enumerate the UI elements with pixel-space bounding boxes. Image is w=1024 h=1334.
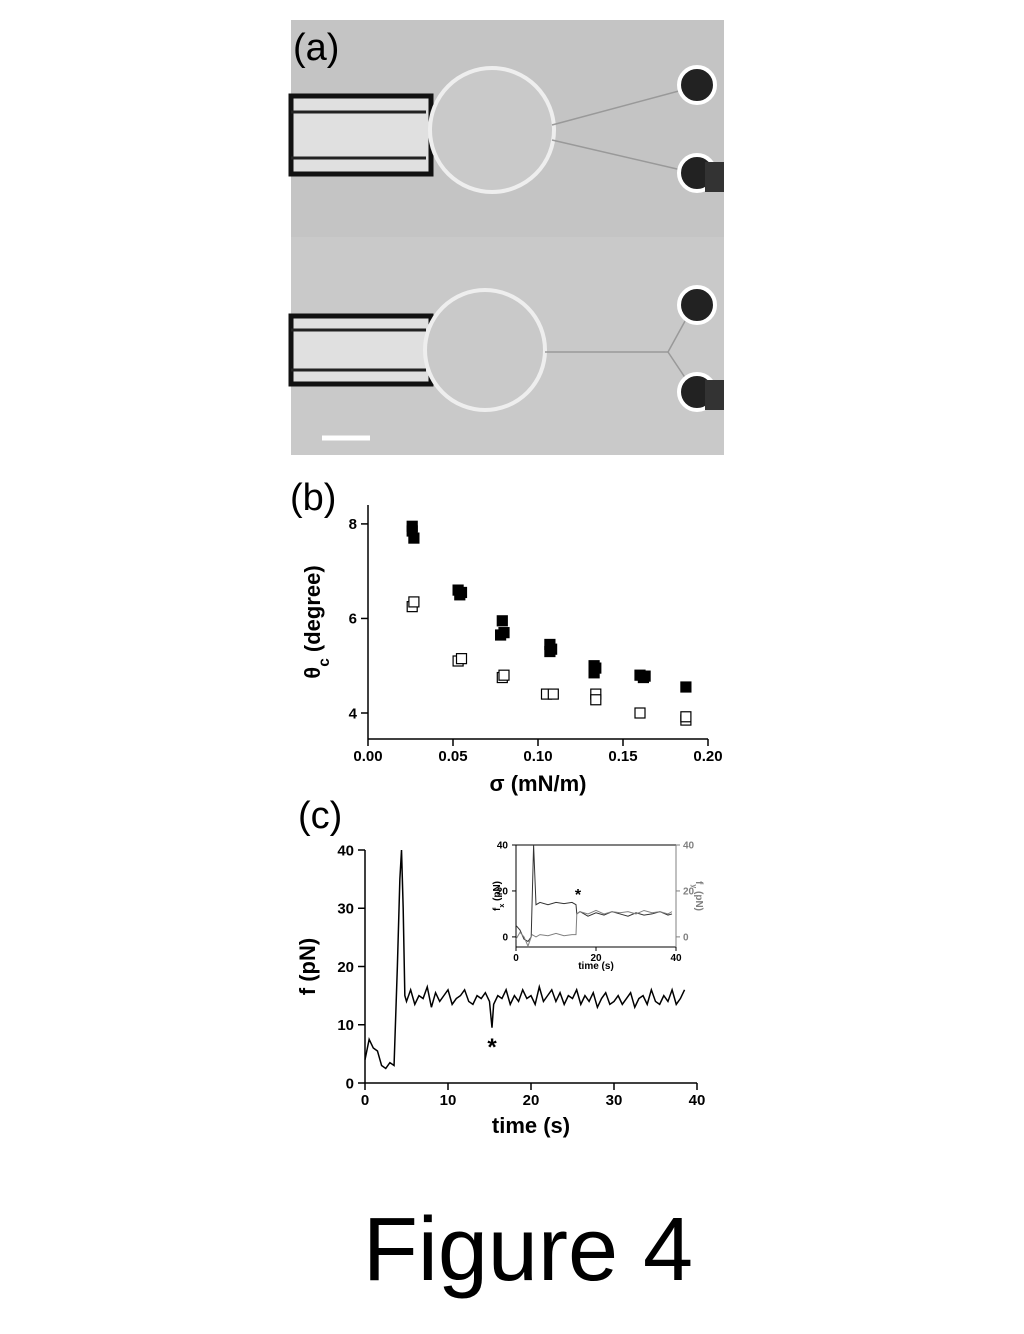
data-line	[515, 844, 673, 943]
axis-label-part: θ	[300, 667, 325, 679]
x-tick-label: 0	[361, 1092, 369, 1109]
data-point	[496, 615, 508, 627]
y2-tick-label: 0	[683, 932, 689, 943]
x-tick-label: 0	[513, 953, 519, 964]
panel-label: (c)	[298, 795, 342, 837]
axis-label: time (s)	[578, 961, 614, 972]
axis-label-part: x	[499, 904, 506, 908]
y2-tick-label: 40	[683, 841, 695, 852]
data-point	[408, 596, 420, 608]
y-tick-label: 20	[337, 959, 354, 976]
data-line	[364, 849, 686, 1070]
axis-label-part: f	[492, 907, 503, 911]
y-tick-label: 4	[349, 705, 358, 722]
axis-label: θc (degree)	[300, 565, 333, 678]
x-tick-label: 40	[689, 1092, 706, 1109]
data-point	[590, 694, 602, 706]
axis-label-part: f	[693, 881, 704, 885]
data-point	[498, 627, 510, 639]
x-tick-label: 0.00	[353, 748, 382, 765]
x-tick-label: 0.10	[523, 748, 552, 765]
data-point	[545, 643, 558, 655]
data-line	[515, 909, 673, 948]
panel-label: (b)	[290, 477, 336, 519]
axis-label-part: (degree)	[300, 565, 325, 658]
axis-label-part: f (pN)	[295, 938, 320, 995]
annotation: *	[487, 1034, 497, 1061]
data-point	[455, 586, 468, 599]
x-tick-label: 0.05	[438, 748, 467, 765]
data-point	[639, 670, 651, 682]
y-tick-label: 40	[337, 842, 354, 859]
data-point	[547, 688, 559, 700]
y2-tick-label: 20	[683, 886, 695, 897]
axis-label: fx (pN)	[492, 881, 506, 911]
data-point	[590, 662, 602, 674]
y-tick-label: 10	[337, 1017, 354, 1034]
data-point	[680, 711, 692, 723]
x-tick-label: 40	[670, 953, 682, 964]
axis-label: time (s)	[492, 1113, 570, 1138]
annotation: *	[575, 887, 582, 904]
axis-label: fy (pN)	[691, 881, 705, 911]
figure-caption: Figure 4	[363, 1200, 693, 1300]
axis-label-part: c	[316, 658, 333, 667]
axis-label-part: (pN)	[492, 881, 503, 904]
y-tick-label: 6	[349, 611, 357, 628]
data-point	[680, 681, 692, 693]
x-tick-label: 30	[606, 1092, 623, 1109]
data-point	[634, 707, 646, 719]
micrograph	[288, 20, 724, 455]
axis-label: f (pN)	[295, 938, 320, 995]
x-tick-label: 10	[440, 1092, 457, 1109]
data-point	[455, 653, 468, 665]
y-tick-label: 20	[497, 886, 509, 897]
y-tick-label: 8	[349, 516, 357, 533]
data-point	[498, 669, 510, 681]
axis-label: σ (mN/m)	[490, 771, 587, 796]
y-tick-label: 40	[497, 841, 509, 852]
panel-label: (a)	[293, 27, 339, 69]
data-point	[408, 532, 420, 544]
x-tick-label: 0.15	[608, 748, 637, 765]
x-tick-label: 0.20	[693, 748, 722, 765]
y-tick-label: 30	[337, 901, 354, 918]
axis-label-part: (pN)	[693, 888, 704, 911]
y-tick-label: 0	[346, 1075, 354, 1092]
x-tick-label: 20	[590, 953, 602, 964]
y-tick-label: 0	[502, 932, 508, 943]
x-tick-label: 20	[523, 1092, 540, 1109]
axis-label-part: y	[691, 884, 698, 888]
